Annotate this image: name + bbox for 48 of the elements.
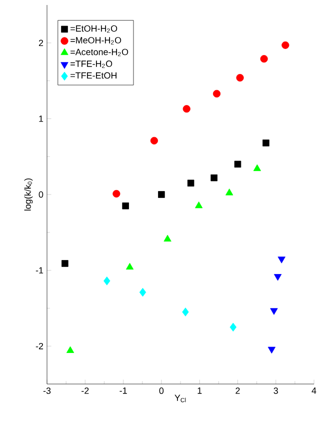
- point: [210, 174, 218, 182]
- x-tick-label: -2: [82, 388, 89, 394]
- y-tick-label: 1: [39, 116, 44, 122]
- point: [164, 234, 172, 242]
- point: [112, 190, 120, 198]
- y-tick-label: -2: [36, 342, 44, 350]
- y-tick-label: 0: [38, 191, 44, 198]
- point: [122, 202, 129, 210]
- x-tick-label: 0: [159, 388, 164, 394]
- point: [194, 201, 203, 208]
- point: [278, 256, 286, 264]
- point: [182, 105, 190, 113]
- point: [187, 180, 194, 187]
- x-tick-label: 1: [198, 388, 202, 394]
- point: [234, 160, 242, 168]
- point: [104, 276, 110, 286]
- legend-label: =Acetone-H$_{2}$O: [70, 48, 128, 56]
- point: [262, 140, 270, 146]
- point: [260, 55, 268, 63]
- y-tick-label: -1: [36, 267, 44, 274]
- point: [230, 322, 236, 332]
- point: [253, 164, 261, 172]
- point: [236, 74, 244, 82]
- point: [270, 308, 278, 315]
- legend-label: =MeOH-H$_{2}$O: [70, 37, 122, 44]
- legend-label: =TFE-EtOH: [70, 72, 116, 79]
- x-tick-label: 2: [236, 388, 240, 394]
- x-tick-label: 4: [312, 388, 316, 394]
- x-axis-title: Y$_{Cl}$: [174, 394, 186, 402]
- point: [274, 274, 282, 281]
- x-tick-label: 3: [274, 388, 278, 394]
- point: [126, 262, 134, 270]
- point: [226, 188, 234, 196]
- y-axis-title: log(k/k$_{0}$): [24, 178, 33, 210]
- point: [139, 288, 146, 297]
- point: [150, 136, 158, 144]
- x-tick-label: -3: [43, 388, 51, 394]
- point: [182, 308, 189, 316]
- point: [212, 90, 221, 98]
- point: [62, 260, 68, 267]
- legend-label: =EtOH-H$_{2}$O: [70, 25, 118, 33]
- point: [268, 346, 276, 354]
- point: [66, 346, 74, 353]
- y-tick-label: 2: [38, 40, 44, 46]
- point: [158, 191, 165, 198]
- x-tick-label: -1: [120, 388, 127, 394]
- legend-label: =TFE-H$_{2}$O: [70, 60, 112, 68]
- point: [282, 41, 290, 49]
